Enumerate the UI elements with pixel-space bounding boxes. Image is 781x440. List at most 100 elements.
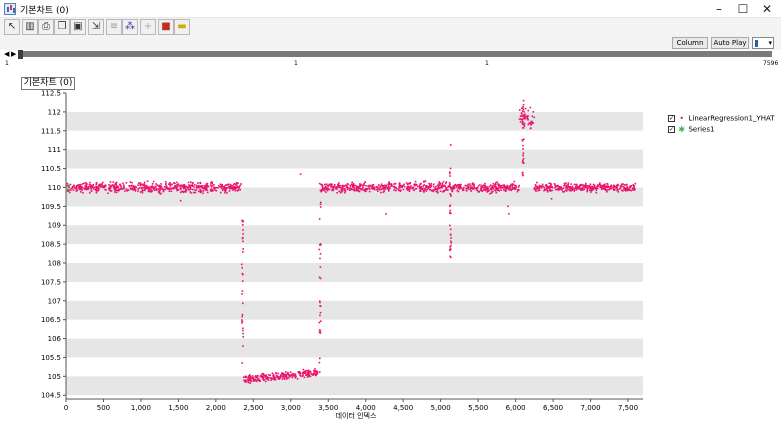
data-point (261, 375, 264, 378)
data-point (346, 185, 348, 188)
data-point (125, 182, 128, 184)
legend-item[interactable]: ✓ ✱ Series1 (668, 125, 775, 136)
column-button[interactable]: Column (672, 37, 708, 49)
columns-icon[interactable]: ▥ (22, 19, 38, 35)
data-point (201, 186, 204, 189)
data-point (442, 190, 444, 193)
data-point (449, 209, 452, 212)
data-point (428, 182, 430, 185)
data-point (408, 182, 410, 185)
minimize-button[interactable]: – (716, 2, 722, 16)
fill-icon[interactable]: ▬ (174, 19, 190, 35)
save-icon[interactable]: ▣ (70, 19, 86, 35)
data-point (319, 311, 322, 314)
data-point (163, 186, 166, 188)
data-point (181, 190, 183, 193)
data-point (545, 188, 548, 191)
data-point (389, 187, 391, 189)
data-point (236, 186, 238, 189)
range-scrollbar[interactable]: ◀ ▶ (0, 50, 781, 59)
series-selector[interactable]: ▾ (752, 37, 774, 49)
data-point (195, 184, 198, 187)
data-point (280, 373, 283, 376)
data-point (205, 187, 208, 189)
data-point (335, 186, 337, 188)
data-point (279, 375, 282, 378)
data-point (547, 186, 549, 189)
pointer-icon[interactable]: ↖ (4, 19, 20, 35)
legend-marker-icon: • (679, 114, 685, 123)
data-point (394, 189, 397, 192)
legend-checkbox[interactable]: ✓ (668, 115, 675, 122)
data-point (507, 205, 509, 208)
data-point (380, 191, 382, 194)
scatter-icon[interactable]: ⁂ (122, 19, 138, 35)
data-point (615, 184, 618, 187)
data-point (185, 185, 188, 188)
data-point (185, 188, 187, 191)
data-point (475, 187, 478, 189)
data-point (533, 188, 536, 190)
close-button[interactable]: ✕ (761, 2, 773, 16)
data-point (406, 183, 409, 186)
legend-checkbox[interactable]: ✓ (668, 126, 675, 133)
scroll-thumb[interactable] (18, 50, 23, 59)
data-point (234, 186, 236, 189)
data-point (281, 376, 283, 378)
scroll-left-icon[interactable]: ◀ (4, 50, 10, 58)
data-point (86, 188, 88, 191)
legend-item[interactable]: ✓ • LinearRegression1_YHAT (668, 114, 775, 125)
data-point (131, 181, 133, 184)
data-point (291, 376, 294, 379)
data-point (449, 228, 452, 231)
data-point (175, 186, 177, 189)
data-point (277, 378, 280, 380)
data-point (608, 188, 610, 191)
data-point (518, 184, 521, 187)
maximize-button[interactable]: ☐ (737, 2, 749, 16)
data-point (364, 187, 367, 190)
scroll-track[interactable] (18, 51, 772, 57)
data-point (197, 190, 200, 193)
data-point (620, 183, 623, 186)
data-point (242, 250, 244, 253)
auto-play-button[interactable]: Auto Play (711, 37, 749, 49)
data-point (425, 185, 428, 188)
data-point (593, 187, 596, 189)
data-point (281, 378, 284, 380)
data-point (119, 183, 121, 186)
data-point (315, 371, 318, 374)
align-icon[interactable]: ≡ (106, 19, 122, 35)
data-point (93, 188, 95, 190)
data-point (479, 183, 481, 186)
data-point (361, 186, 364, 188)
data-point (108, 183, 110, 186)
data-point (211, 188, 213, 191)
data-point (351, 181, 354, 184)
legend-marker-icon: ✱ (678, 125, 686, 134)
data-point (294, 373, 296, 375)
data-point (164, 188, 166, 191)
data-point (305, 369, 307, 372)
data-point (508, 189, 511, 191)
copy-icon[interactable]: ❐ (54, 19, 70, 35)
data-point (546, 189, 549, 192)
data-point (272, 373, 275, 376)
data-point (254, 378, 256, 381)
data-point (541, 183, 544, 186)
data-point (366, 188, 368, 190)
scroll-right-icon[interactable]: ▶ (11, 50, 17, 58)
data-point (529, 121, 531, 124)
print-icon[interactable]: ⎙ (38, 19, 54, 35)
data-point (139, 191, 142, 193)
data-point (188, 188, 191, 191)
color-icon[interactable]: ■ (158, 19, 174, 35)
data-point (616, 187, 618, 190)
export-icon[interactable]: ⇲ (88, 19, 104, 35)
crosshair-icon[interactable]: + (140, 19, 156, 35)
data-point (324, 185, 327, 188)
data-point (152, 186, 155, 189)
data-point (206, 191, 209, 194)
data-point (398, 182, 401, 184)
data-point (535, 190, 537, 192)
